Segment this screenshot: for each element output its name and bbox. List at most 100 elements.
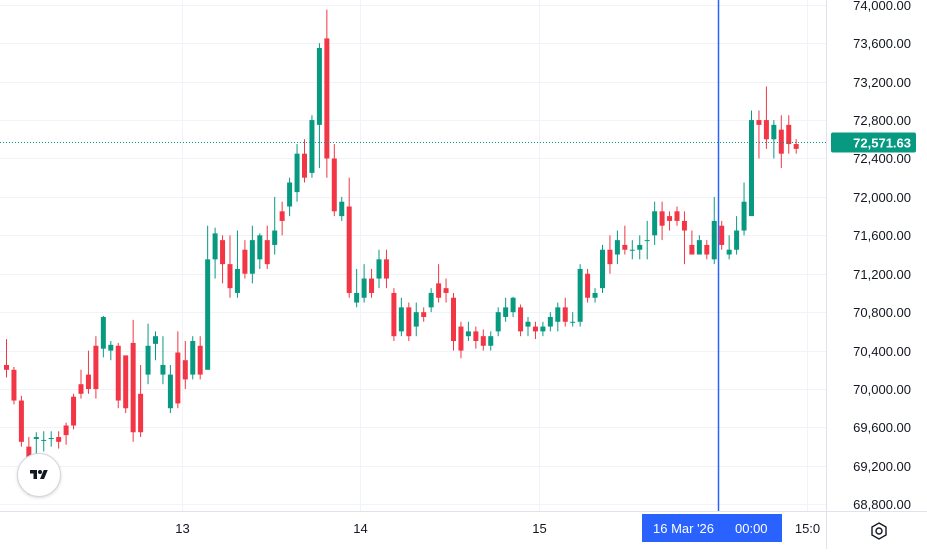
time-tick-label: 14 bbox=[353, 521, 367, 536]
candle-body bbox=[264, 240, 270, 265]
candle-body bbox=[234, 268, 240, 293]
candle-body bbox=[555, 307, 561, 322]
candle-down bbox=[383, 249, 389, 289]
time-axis[interactable]: 13 14 15 15:0 16 Mar '26 00:00 bbox=[0, 511, 927, 543]
candle-down bbox=[175, 331, 181, 409]
candle-down bbox=[182, 340, 188, 390]
crosshair-time-badge bbox=[642, 514, 782, 542]
candle-body bbox=[525, 321, 531, 327]
candle-body bbox=[56, 437, 62, 442]
candle-body bbox=[115, 345, 121, 401]
time-tick-label: 13 bbox=[175, 521, 189, 536]
candle-body bbox=[480, 336, 486, 346]
candle-up bbox=[398, 297, 404, 337]
candle-body bbox=[160, 365, 166, 375]
candle-down bbox=[406, 302, 412, 341]
candle-body bbox=[681, 220, 687, 231]
candle-down bbox=[674, 206, 680, 226]
candle-down bbox=[56, 431, 62, 449]
candle-body bbox=[704, 244, 710, 255]
candle-up bbox=[711, 196, 717, 265]
candle-down bbox=[279, 201, 285, 236]
candle-up bbox=[734, 216, 740, 255]
tradingview-logo[interactable] bbox=[17, 453, 61, 497]
candle-down bbox=[4, 339, 9, 378]
candle-up bbox=[413, 302, 419, 337]
candle-down bbox=[704, 240, 710, 260]
candle-body bbox=[324, 38, 330, 159]
price-tick-label: 74,000.00 bbox=[853, 0, 911, 13]
candle-up bbox=[354, 268, 360, 308]
candle-down bbox=[562, 297, 568, 327]
candle-down bbox=[681, 211, 687, 265]
price-tick-label: 71,600.00 bbox=[853, 228, 911, 243]
candle-up bbox=[361, 264, 367, 303]
candle-up bbox=[205, 225, 211, 370]
last-price-badge bbox=[831, 132, 916, 153]
candle-body bbox=[473, 331, 479, 341]
candle-down bbox=[197, 336, 203, 380]
candle-down bbox=[585, 268, 591, 303]
candle-down bbox=[778, 115, 784, 169]
candle-body bbox=[302, 153, 307, 178]
candle-down bbox=[85, 350, 91, 394]
candle-body bbox=[212, 233, 218, 260]
price-tick-label: 72,400.00 bbox=[853, 151, 911, 166]
candle-body bbox=[436, 283, 442, 298]
candle-down bbox=[667, 211, 673, 231]
candle-up bbox=[592, 288, 598, 303]
time-tick-label: 15 bbox=[532, 521, 546, 536]
candle-body bbox=[726, 249, 732, 255]
candle-down bbox=[242, 240, 248, 279]
candle-up bbox=[577, 264, 583, 327]
candle-body bbox=[592, 292, 598, 298]
candle-body bbox=[175, 352, 181, 404]
candle-body bbox=[771, 124, 777, 140]
candle-body bbox=[346, 206, 352, 293]
tradingview-logo-icon bbox=[30, 470, 48, 479]
chart-settings-button[interactable] bbox=[866, 518, 892, 544]
candle-body bbox=[153, 336, 158, 344]
candle-body bbox=[458, 326, 464, 351]
candle-body bbox=[309, 120, 315, 173]
candle-body bbox=[570, 321, 576, 323]
candle-body bbox=[93, 345, 99, 390]
candle-up bbox=[316, 43, 322, 169]
candle-body bbox=[451, 297, 456, 341]
candle-down bbox=[71, 393, 77, 430]
candle-up bbox=[614, 230, 620, 265]
price-tick-label: 70,000.00 bbox=[853, 382, 911, 397]
candle-body bbox=[257, 235, 263, 260]
price-axis[interactable]: 74,000.00 73,600.00 73,200.00 72,800.00 72,4… bbox=[826, 0, 917, 549]
candle-body bbox=[130, 342, 136, 433]
candle-body bbox=[614, 240, 620, 255]
price-tick-label: 73,200.00 bbox=[853, 75, 911, 90]
candle-body bbox=[719, 225, 725, 245]
candle-body bbox=[331, 158, 337, 212]
crosshair-time-label: 00:00 bbox=[735, 521, 768, 536]
candle-up bbox=[41, 431, 47, 452]
candle-up bbox=[249, 225, 255, 284]
candle-down bbox=[451, 292, 456, 351]
price-tick-label: 69,200.00 bbox=[853, 459, 911, 474]
candle-up bbox=[525, 316, 531, 337]
candle-body bbox=[749, 120, 754, 217]
candle-up bbox=[153, 331, 158, 361]
candle-down bbox=[346, 177, 352, 298]
candle-down bbox=[93, 336, 99, 399]
candle-body bbox=[272, 230, 278, 245]
candle-down bbox=[302, 139, 307, 183]
candle-up bbox=[428, 288, 434, 313]
candle-body bbox=[167, 374, 173, 409]
candle-down bbox=[793, 139, 799, 154]
price-tick-label: 70,400.00 bbox=[853, 344, 911, 359]
candle-down bbox=[532, 321, 538, 340]
candle-up bbox=[234, 230, 240, 298]
candle-down bbox=[719, 220, 725, 250]
candle-up bbox=[309, 115, 315, 178]
candle-body bbox=[421, 312, 427, 317]
candle-body bbox=[413, 312, 419, 327]
candle-body bbox=[71, 396, 77, 426]
candle-body bbox=[518, 307, 524, 332]
